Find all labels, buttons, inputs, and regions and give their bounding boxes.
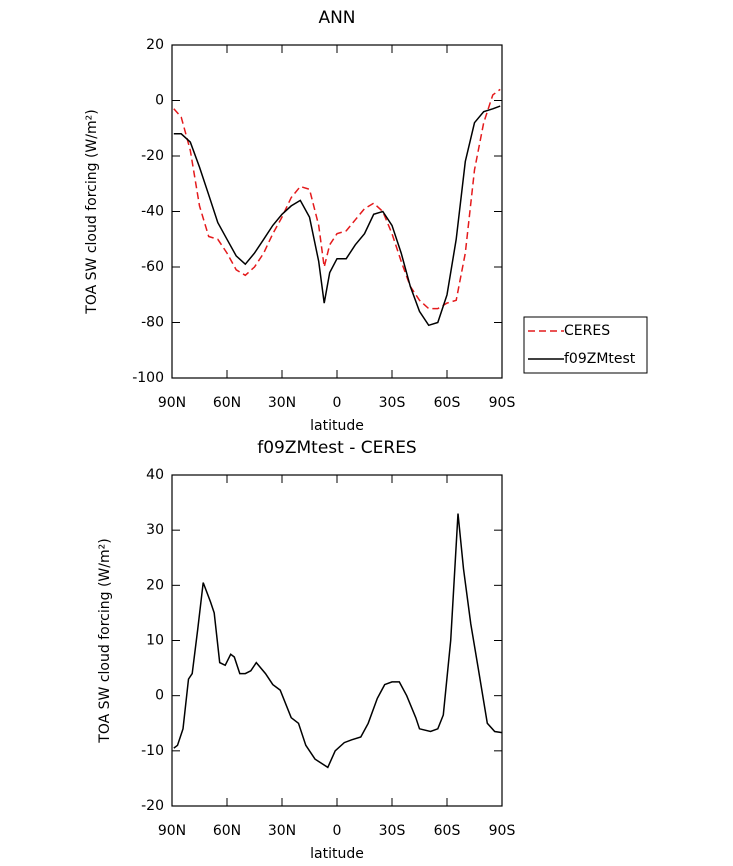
data-line xyxy=(173,88,501,310)
y-tick-label: -20 xyxy=(141,148,164,164)
y-tick-label: 20 xyxy=(146,37,164,53)
y-axis-label: TOA SW cloud forcing (W/m²) xyxy=(97,538,113,743)
y-tick-label: -10 xyxy=(141,743,164,759)
x-axis-label: latitude xyxy=(310,846,364,862)
x-tick-label: 90N xyxy=(158,395,186,411)
plot-frame xyxy=(171,44,503,379)
chart-title: ANN xyxy=(318,8,355,28)
legend-label: f09ZMtest xyxy=(564,351,636,367)
y-tick-label: -20 xyxy=(141,798,164,814)
x-tick-label: 90S xyxy=(489,395,516,411)
y-axis-label: TOA SW cloud forcing (W/m²) xyxy=(84,109,100,314)
x-tick-label: 0 xyxy=(333,823,342,839)
x-tick-label: 30N xyxy=(268,823,296,839)
y-tick-label: 20 xyxy=(146,577,164,593)
x-tick-label: 0 xyxy=(333,395,342,411)
chart-title: f09ZMtest - CERES xyxy=(257,438,416,458)
x-tick-label: 60N xyxy=(213,395,241,411)
x-tick-label: 30S xyxy=(379,823,406,839)
x-tick-label: 30N xyxy=(268,395,296,411)
x-tick-label: 30S xyxy=(379,395,406,411)
y-tick-label: -60 xyxy=(141,259,164,275)
x-tick-label: 90N xyxy=(158,823,186,839)
plot-frame xyxy=(171,474,503,807)
legend-box xyxy=(523,316,648,374)
y-tick-label: -100 xyxy=(132,370,164,386)
x-tick-label: 60S xyxy=(434,395,461,411)
x-tick-label: 60S xyxy=(434,823,461,839)
legend-label: CERES xyxy=(564,323,610,339)
y-tick-label: 40 xyxy=(146,467,164,483)
y-tick-label: 10 xyxy=(146,633,164,649)
data-line xyxy=(173,105,501,327)
x-tick-label: 90S xyxy=(489,823,516,839)
data-line xyxy=(173,513,503,769)
y-tick-label: -40 xyxy=(141,204,164,220)
x-tick-label: 60N xyxy=(213,823,241,839)
x-axis-label: latitude xyxy=(310,418,364,434)
y-tick-label: 30 xyxy=(146,522,164,538)
y-tick-label: 0 xyxy=(155,93,164,109)
y-tick-label: 0 xyxy=(155,688,164,704)
y-tick-label: -80 xyxy=(141,315,164,331)
